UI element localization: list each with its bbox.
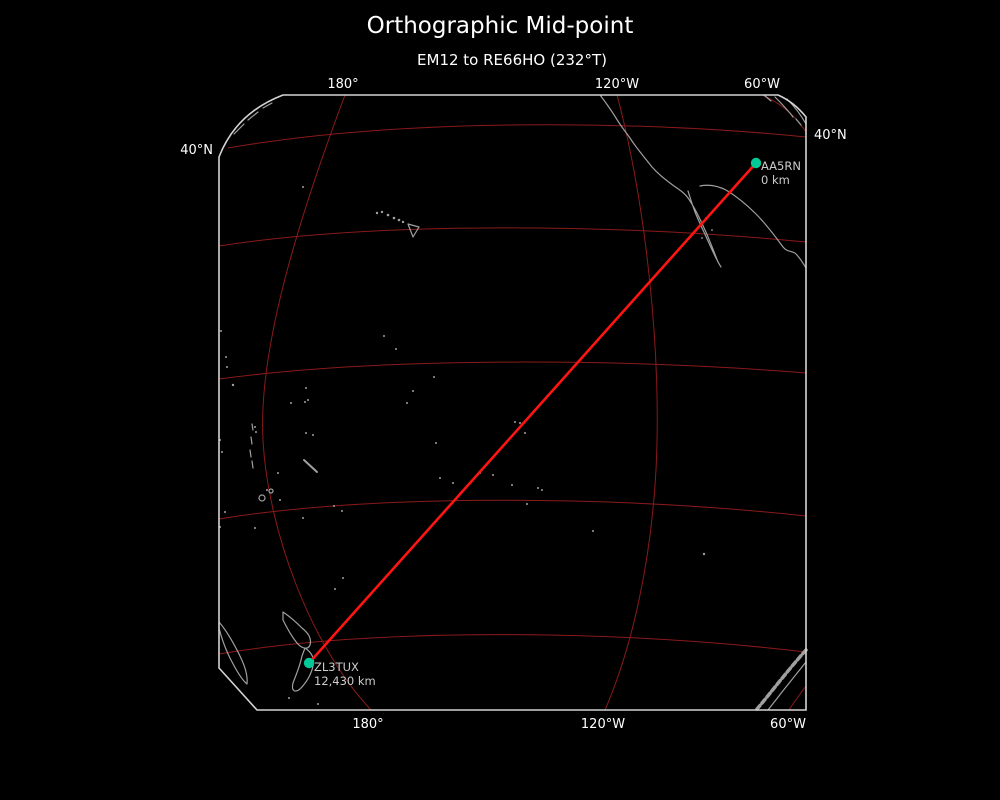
coast-chile-fjords — [755, 648, 808, 711]
start-station-label: AA5RN 0 km — [761, 159, 801, 187]
end-callsign: ZL3TUX — [314, 660, 359, 674]
coast-north-america — [599, 94, 722, 268]
coast-chile-inner — [767, 661, 807, 711]
tick-top-120w: 120°W — [594, 77, 640, 92]
start-callsign: AA5RN — [761, 159, 801, 173]
map-boundary — [218, 94, 807, 711]
great-circle-path — [308, 162, 757, 664]
parallel-0 — [218, 361, 807, 380]
station-marker-end — [303, 657, 315, 669]
coast-hawaii-big-island — [407, 223, 420, 238]
parallel-20n — [218, 227, 807, 247]
coast-fragment-aleutians — [233, 102, 273, 135]
meridian-180 — [262, 94, 372, 711]
start-distance: 0 km — [761, 172, 790, 187]
parallel-40n — [227, 124, 807, 149]
coast-fiji-1 — [258, 494, 266, 502]
end-station-label: ZL3TUX 12,430 km — [314, 660, 376, 688]
tick-bottom-180: 180° — [352, 717, 384, 732]
end-distance: 12,430 km — [314, 673, 376, 688]
parallel-40s — [218, 634, 807, 655]
coast-nz-north-island — [282, 611, 312, 649]
coast-australia — [218, 621, 248, 685]
tick-top-180: 180° — [327, 77, 359, 92]
meridian-120w — [604, 94, 658, 711]
figure-title: Orthographic Mid-point — [366, 13, 634, 39]
station-marker-start — [750, 157, 762, 169]
coast-new-caledonia — [303, 459, 318, 473]
coastlines-group — [218, 94, 808, 711]
coast-vanuatu — [249, 423, 254, 469]
tick-bottom-120w: 120°W — [580, 717, 626, 732]
graticule-group — [218, 94, 807, 711]
parallel-20s — [218, 499, 807, 520]
coast-fiji-2 — [268, 488, 274, 494]
islands-group — [219, 186, 713, 705]
coast-nz-south-island — [291, 647, 315, 692]
tick-left-40n: 40°N — [180, 143, 213, 158]
axes-title: EM12 to RE66HO (232°T) — [417, 51, 607, 69]
tick-top-60w: 60°W — [744, 77, 780, 92]
meridian-60w-bottom — [788, 685, 807, 711]
coast-fragment-topright — [763, 94, 807, 126]
tick-bottom-60w: 60°W — [770, 717, 806, 732]
tick-right-40n: 40°N — [814, 128, 847, 143]
coast-mexico-mainland — [699, 184, 807, 269]
